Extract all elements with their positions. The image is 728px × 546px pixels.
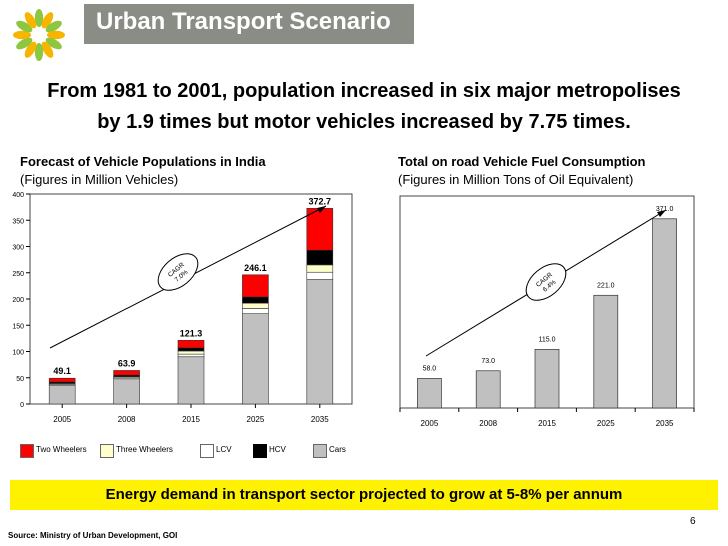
legend-label-two-wheelers: Two Wheelers — [36, 445, 87, 454]
trend-arrow-head — [657, 210, 666, 217]
bar-segment-two-wheelers — [177, 340, 205, 349]
bar-segment-lcv — [306, 271, 334, 280]
bar-total-label: 246.1 — [244, 263, 267, 273]
fuel-bar-value-label: 115.0 — [539, 336, 556, 343]
x-tick-label: 2008 — [118, 415, 136, 424]
x-tick-label: 2015 — [538, 419, 556, 428]
bar-segment-hcv — [306, 249, 334, 266]
left-chart-title: Forecast of Vehicle Populations in India — [20, 154, 266, 169]
fuel-bar-value-label: 221.0 — [597, 282, 615, 289]
bar-segment-two-wheelers — [113, 370, 140, 376]
legend-swatch-lcv — [200, 444, 214, 458]
logo-petal — [24, 12, 37, 29]
page-number: 6 — [690, 516, 696, 527]
logo-petal — [41, 41, 54, 58]
fuel-bar-value-label: 73.0 — [481, 358, 495, 365]
logo-petal — [45, 20, 62, 33]
bar-segment-cars — [242, 313, 269, 405]
legend-label-lcv: LCV — [216, 445, 232, 454]
logo-petal — [24, 41, 37, 58]
bar-segment-lcv — [177, 353, 205, 358]
x-tick-label: 2025 — [247, 415, 265, 424]
fuel-bar-value-label: 371.0 — [656, 206, 674, 213]
conclusion-banner: Energy demand in transport sector projec… — [10, 480, 718, 510]
title-background — [84, 4, 414, 44]
fuel-consumption-chart: 58.0 2005 73.0 2008 115.0 2015 221.0 2025 371.0 2… — [399, 195, 695, 428]
fuel-bar — [652, 218, 677, 409]
left-chart-subtitle: (Figures in Million Vehicles) — [20, 172, 179, 187]
fuel-bar — [593, 294, 619, 409]
fuel-bar — [534, 349, 560, 409]
bar-segment-two-wheelers — [306, 208, 334, 251]
bar-segment-two-wheelers — [242, 274, 269, 298]
y-tick-label: 200 — [12, 297, 24, 304]
cagr-bubble — [525, 263, 567, 301]
cagr-bubble — [157, 253, 199, 291]
vehicle-population-chart: 0 50 100 150 200 250 300 350 400 49.1 2005 63.9 2008… — [12, 192, 353, 424]
x-tick-label: 2005 — [53, 415, 71, 424]
legend-swatch-cars — [313, 444, 327, 458]
page-title: Urban Transport Scenario — [96, 8, 391, 35]
logo-petal — [34, 43, 44, 61]
y-tick-label: 150 — [12, 323, 24, 330]
x-tick-label: 2035 — [656, 419, 674, 428]
y-tick-label: 50 — [16, 376, 24, 383]
logo-petal — [47, 30, 65, 40]
logo-petal — [45, 37, 62, 50]
bar-segment-three-wheelers — [177, 350, 205, 355]
y-tick-label: 0 — [20, 402, 24, 409]
legend-swatch-hcv — [253, 444, 267, 458]
headline-line-2: by 1.9 times but motor vehicles increase… — [97, 111, 631, 133]
legend-swatch-two-wheelers — [20, 444, 34, 458]
y-tick-label: 300 — [12, 245, 24, 252]
legend-label-hcv: HCV — [269, 445, 286, 454]
bar-segment-cars — [113, 378, 140, 405]
right-chart-subtitle: (Figures in Million Tons of Oil Equivale… — [398, 172, 634, 187]
fuel-bar-value-label: 58.0 — [423, 365, 437, 372]
x-tick-label: 2005 — [421, 419, 439, 428]
bar-segment-three-wheelers — [306, 264, 334, 273]
x-tick-label: 2008 — [479, 419, 497, 428]
bar-segment-hcv — [177, 347, 205, 352]
legend-swatch-three-wheelers — [100, 444, 114, 458]
bar-segment-cars — [177, 356, 205, 405]
y-tick-label: 100 — [12, 350, 24, 357]
x-tick-label: 2035 — [311, 415, 329, 424]
right-chart-title: Total on road Vehicle Fuel Consumption — [398, 154, 646, 169]
bar-segment-lcv — [242, 308, 269, 314]
legend-label-three-wheelers: Three Wheelers — [116, 445, 173, 454]
bar-segment-three-wheelers — [242, 302, 269, 309]
y-tick-label: 350 — [12, 218, 24, 225]
logo-petal — [16, 37, 33, 50]
x-tick-label: 2015 — [182, 415, 200, 424]
headline-line-1: From 1981 to 2001, population increased … — [47, 80, 681, 102]
source-note: Source: Ministry of Urban Development, G… — [8, 531, 178, 540]
bar-total-label: 121.3 — [180, 328, 203, 338]
trend-arrow-head — [317, 206, 326, 213]
y-tick-label: 400 — [12, 192, 24, 199]
bar-segment-hcv — [242, 296, 269, 304]
sun-logo-icon — [13, 9, 65, 61]
legend-label-cars: Cars — [329, 445, 346, 454]
bar-total-label: 63.9 — [118, 358, 136, 368]
logo-petal — [16, 20, 33, 33]
bar-segment-cars — [48, 385, 76, 405]
bar-segment-two-wheelers — [48, 377, 76, 383]
fuel-bar — [417, 378, 442, 409]
bar-segment-cars — [306, 279, 334, 405]
fuel-bar — [475, 370, 501, 409]
x-tick-label: 2025 — [597, 419, 615, 428]
logo-petal — [13, 30, 31, 40]
y-tick-label: 250 — [12, 271, 24, 278]
logo-petal — [34, 9, 44, 27]
logo-petal — [41, 12, 54, 29]
bar-total-label: 372.7 — [309, 196, 332, 206]
bar-total-label: 49.1 — [53, 366, 71, 376]
